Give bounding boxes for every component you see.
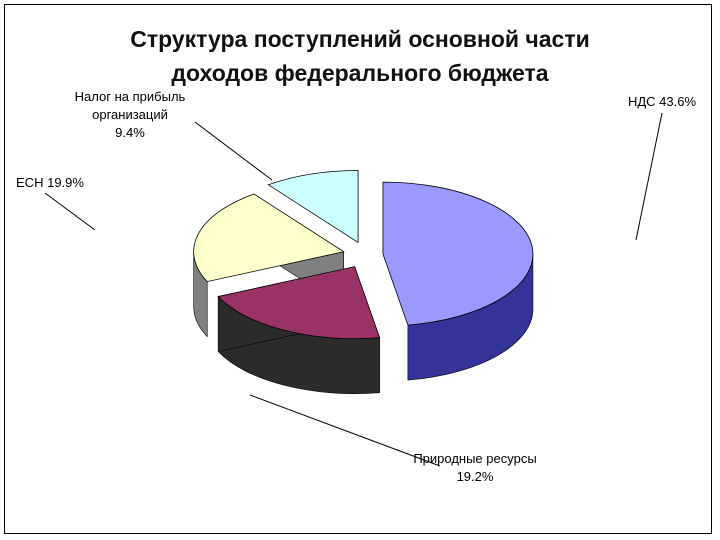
value-label: 19.9% xyxy=(47,175,84,190)
category-label: ЕСН xyxy=(16,175,44,190)
slice xyxy=(193,193,345,283)
leader-line xyxy=(635,112,663,241)
chart-title: Структура поступлений основной части дох… xyxy=(130,26,590,86)
data-label: НДС 43.6% xyxy=(612,93,712,111)
frame xyxy=(4,4,712,534)
value-label: 19.2% xyxy=(456,469,494,484)
category-label: Природные ресурсы xyxy=(413,451,537,466)
data-label: Природные ресурсы 19.2% xyxy=(410,450,540,486)
slice xyxy=(217,266,381,340)
category-label: НДС xyxy=(627,94,656,109)
leader-line xyxy=(44,192,96,231)
data-label: Налог на прибыль организаций 9.4% xyxy=(60,88,200,142)
category-label: Налог на прибыль организаций xyxy=(74,89,186,122)
value-label: 43.6% xyxy=(659,94,697,109)
leader-line xyxy=(194,121,273,181)
slice xyxy=(267,170,359,244)
leader-line xyxy=(249,394,441,467)
value-label: 9.4% xyxy=(115,125,145,140)
data-label: ЕСН 19.9% xyxy=(10,174,90,192)
slice xyxy=(382,181,534,326)
